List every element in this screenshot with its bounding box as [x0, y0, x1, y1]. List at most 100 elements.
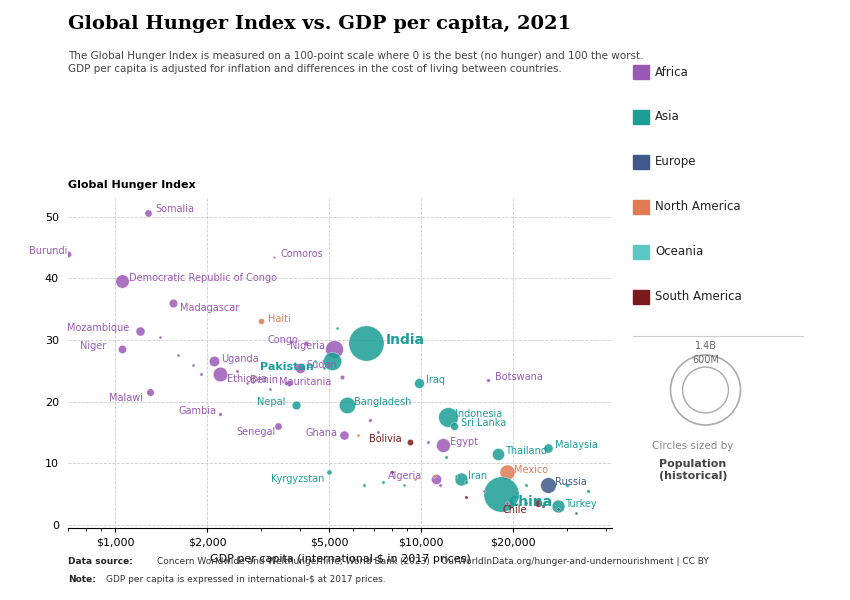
Text: Benin: Benin [251, 375, 278, 385]
Point [459, 477, 473, 487]
Point [408, 474, 422, 484]
Text: Europe: Europe [655, 155, 697, 169]
Point [552, 502, 565, 511]
Point [141, 209, 155, 218]
Point [213, 369, 227, 379]
Point [404, 437, 417, 446]
Point [267, 252, 280, 262]
Point [335, 372, 348, 382]
Point [494, 489, 507, 499]
Point [481, 375, 495, 385]
Point [491, 449, 505, 459]
Text: Turkey: Turkey [565, 499, 597, 509]
Point [450, 471, 463, 481]
Point [447, 421, 461, 431]
Text: Congo: Congo [267, 335, 298, 345]
Point [385, 467, 399, 477]
Point [187, 360, 201, 370]
Point [282, 378, 296, 388]
Text: Africa: Africa [655, 65, 689, 79]
Point [569, 508, 582, 517]
Text: Mexico: Mexico [513, 465, 547, 475]
Point [207, 356, 221, 366]
Text: Note:: Note: [68, 575, 96, 584]
Point [363, 415, 377, 425]
Text: Somalia: Somalia [156, 204, 194, 214]
Point [459, 493, 473, 502]
Point [500, 499, 513, 508]
Text: Pakistan: Pakistan [259, 362, 314, 372]
Text: Uganda: Uganda [221, 353, 258, 364]
Text: Madagascar: Madagascar [179, 304, 239, 313]
Point [61, 250, 75, 259]
Text: GDP per capita is expressed in international-$ at 2017 prices.: GDP per capita is expressed in internati… [106, 575, 386, 584]
Point [434, 480, 447, 490]
Point [194, 369, 207, 379]
Point [337, 431, 351, 440]
Point [230, 366, 244, 376]
Text: Iran: Iran [468, 471, 487, 481]
Text: Concern Worldwide and Welthungerhilfe; World Bank (2023)    OurWorldInData.org/h: Concern Worldwide and Welthungerhilfe; W… [157, 557, 709, 566]
Text: Oceania: Oceania [655, 245, 704, 259]
Point [264, 385, 277, 394]
Text: Global Hunger Index vs. GDP per capita, 2021: Global Hunger Index vs. GDP per capita, … [68, 15, 571, 33]
Text: Sudan: Sudan [307, 360, 337, 370]
Point [519, 480, 533, 490]
Text: Thailand: Thailand [505, 446, 547, 456]
Point [153, 332, 167, 341]
Text: Ethiopia: Ethiopia [227, 374, 267, 385]
Text: Nigeria: Nigeria [290, 341, 325, 352]
Text: Russia: Russia [555, 477, 587, 487]
Point [371, 428, 384, 437]
Point [254, 317, 268, 326]
Point [271, 421, 285, 431]
Point [439, 452, 452, 462]
Text: South America: South America [655, 290, 742, 304]
Text: 600M: 600M [692, 355, 719, 365]
Text: China: China [507, 496, 552, 509]
Point [133, 326, 146, 335]
Text: Ghana: Ghana [305, 428, 337, 437]
Point [560, 480, 574, 490]
Point [552, 505, 565, 514]
Text: Asia: Asia [655, 110, 680, 124]
Point [213, 409, 227, 419]
Text: Democratic Republic of Congo: Democratic Republic of Congo [129, 274, 277, 283]
Point [429, 474, 443, 484]
Point [531, 499, 545, 508]
Point [351, 431, 365, 440]
Point [289, 400, 303, 409]
Point [309, 356, 322, 366]
Text: Senegal: Senegal [236, 427, 275, 437]
Point [477, 486, 490, 496]
Text: Algeria: Algeria [388, 471, 422, 481]
Point [541, 443, 555, 452]
Point [581, 486, 595, 496]
Text: Niger: Niger [80, 341, 106, 352]
Point [455, 474, 468, 484]
Text: India: India [386, 333, 424, 347]
Text: Data source:: Data source: [68, 557, 133, 566]
Text: Bangladesh: Bangladesh [354, 397, 411, 407]
Point [541, 480, 555, 490]
Point [292, 363, 306, 373]
Text: Indonesia: Indonesia [455, 409, 502, 419]
Text: Mozambique: Mozambique [67, 323, 130, 333]
Text: Our World
in Data: Our World in Data [721, 13, 785, 35]
Text: Egypt: Egypt [450, 437, 479, 447]
Point [398, 480, 411, 490]
Point [317, 363, 331, 373]
Text: Haiti: Haiti [269, 314, 291, 323]
Point [500, 467, 513, 477]
Point [428, 471, 441, 481]
Point [437, 440, 451, 449]
Text: Global Hunger Index: Global Hunger Index [68, 180, 196, 190]
Point [241, 378, 254, 388]
Text: Iraq: Iraq [426, 375, 445, 385]
Text: The Global Hunger Index is measured on a 100-point scale where 0 is the best (no: The Global Hunger Index is measured on a… [68, 51, 643, 74]
Text: Malawi: Malawi [109, 393, 143, 403]
Point [322, 467, 336, 477]
Point [536, 502, 550, 511]
Text: North America: North America [655, 200, 741, 214]
Text: Circles sized by: Circles sized by [652, 441, 734, 451]
